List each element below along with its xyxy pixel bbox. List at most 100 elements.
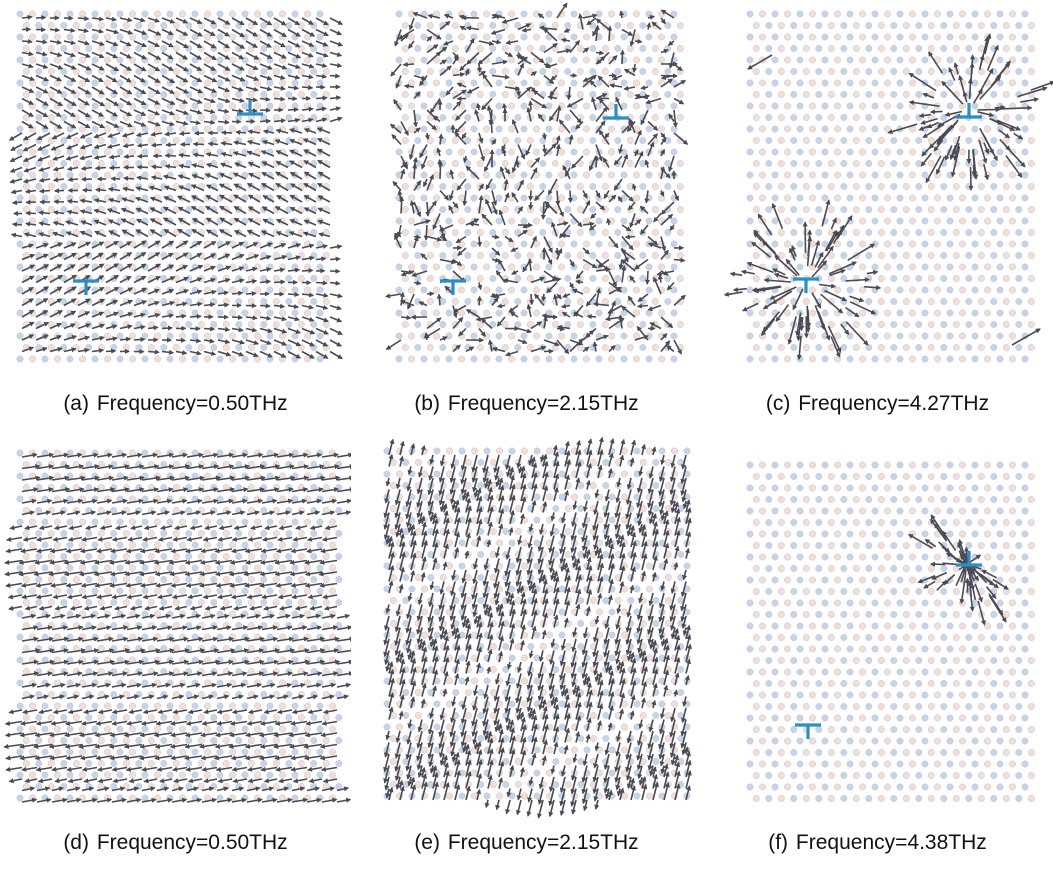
displacement-arrow [542, 315, 548, 329]
displacement-arrow [94, 743, 113, 749]
displacement-arrow [200, 755, 218, 761]
atom [110, 344, 118, 351]
atom [514, 137, 522, 144]
atom [765, 137, 773, 144]
displacement-arrow [111, 594, 128, 600]
atom [846, 102, 854, 110]
displacement-arrow [399, 195, 405, 214]
atom [896, 56, 904, 64]
displacement-arrow [125, 582, 143, 588]
atom [946, 10, 954, 18]
atom [222, 714, 230, 721]
atom [583, 148, 590, 156]
atom [483, 263, 490, 271]
displacement-arrow [336, 682, 351, 688]
atom [676, 321, 684, 328]
atom [147, 737, 155, 744]
atom [483, 355, 490, 363]
atom [216, 541, 224, 549]
atom [229, 725, 236, 733]
atom [1027, 206, 1035, 213]
atom [670, 332, 678, 340]
atom [927, 137, 935, 144]
atom [297, 553, 305, 560]
atom [601, 45, 609, 52]
atom [670, 33, 678, 41]
atom [1027, 22, 1035, 29]
atom [147, 321, 155, 328]
atom [141, 771, 149, 779]
atom [784, 148, 791, 156]
atom [501, 160, 509, 167]
atom [247, 45, 255, 52]
atom [445, 332, 453, 340]
atom [777, 252, 785, 259]
atom [495, 125, 503, 133]
displacement-arrow [161, 28, 174, 36]
atom [222, 91, 230, 98]
atom [229, 610, 236, 618]
atom [476, 344, 484, 351]
atom [827, 344, 835, 351]
atom [247, 737, 255, 744]
atom [104, 355, 111, 363]
atom [160, 344, 168, 351]
displacement-arrow [230, 755, 248, 761]
atom [254, 587, 261, 595]
atom [802, 114, 810, 121]
displacement-arrow [438, 224, 454, 232]
atom [141, 702, 149, 710]
displacement-arrow [119, 40, 132, 47]
displacement-arrow [124, 571, 143, 577]
atom [777, 45, 785, 52]
atom [291, 79, 299, 87]
displacement-arrow [412, 163, 418, 180]
displacement-arrow [126, 487, 145, 493]
displacement-arrow [3, 743, 23, 749]
displacement-arrow [119, 17, 133, 23]
displacement-arrow [423, 224, 429, 241]
atom [940, 22, 948, 29]
atom [104, 518, 111, 526]
atom [927, 275, 935, 282]
displacement-arrow [336, 498, 351, 504]
atom [29, 171, 36, 179]
displacement-arrow [128, 709, 143, 715]
displacement-arrow [203, 17, 217, 25]
atom [408, 194, 415, 202]
displacement-arrow [260, 548, 278, 554]
atom [451, 68, 459, 75]
atom [185, 691, 193, 698]
atom [984, 56, 991, 64]
atom [1002, 275, 1010, 282]
displacement-arrow [595, 50, 605, 56]
atom [60, 344, 68, 351]
atom [204, 725, 211, 733]
atom [865, 137, 873, 144]
atom [759, 102, 766, 110]
atom [122, 599, 130, 606]
displacement-arrow [315, 304, 329, 310]
atom [840, 252, 848, 259]
atom [426, 252, 434, 259]
displacement-arrow [315, 292, 329, 298]
atom [551, 321, 559, 328]
atom [884, 56, 891, 64]
atom [285, 252, 293, 259]
atom [235, 576, 243, 583]
atom [765, 160, 773, 167]
atom [576, 252, 584, 259]
atom [815, 344, 823, 351]
displacement-arrow [301, 292, 315, 298]
atom [777, 206, 785, 213]
atom [60, 737, 68, 744]
displacement-arrow [35, 74, 50, 82]
displacement-arrow [301, 84, 314, 91]
atom [470, 355, 478, 363]
atom [185, 530, 193, 537]
atom [91, 771, 99, 779]
atom [285, 599, 293, 606]
atom [927, 229, 935, 236]
displacement-arrow [426, 35, 433, 42]
displacement-arrow [290, 766, 308, 772]
